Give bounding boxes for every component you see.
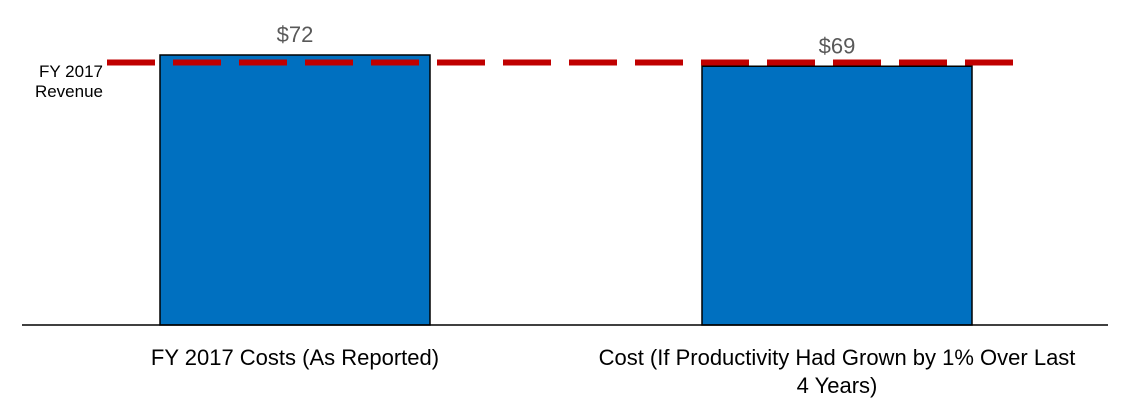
revenue-reference-label-line: Revenue [35,82,103,101]
value-labels-group: $72 $69 [277,22,856,58]
category-label-line: FY 2017 Costs (As Reported) [151,345,439,370]
bar-2 [701,65,973,326]
category-label-2: Cost (If Productivity Had Grown by 1% Ov… [599,345,1076,398]
revenue-reference-label-line: FY 2017 [39,62,103,81]
value-label-1: $72 [277,22,314,47]
category-label-1: FY 2017 Costs (As Reported) [151,345,439,370]
revenue-reference-label: FY 2017 Revenue [35,62,103,101]
category-label-line: 4 Years) [797,373,878,398]
category-label-line: Cost (If Productivity Had Grown by 1% Ov… [599,345,1076,370]
bar-1 [159,54,431,326]
bars-group [159,54,973,326]
category-labels-group: FY 2017 Costs (As Reported) Cost (If Prod… [151,345,1076,398]
value-label-2: $69 [819,33,856,58]
